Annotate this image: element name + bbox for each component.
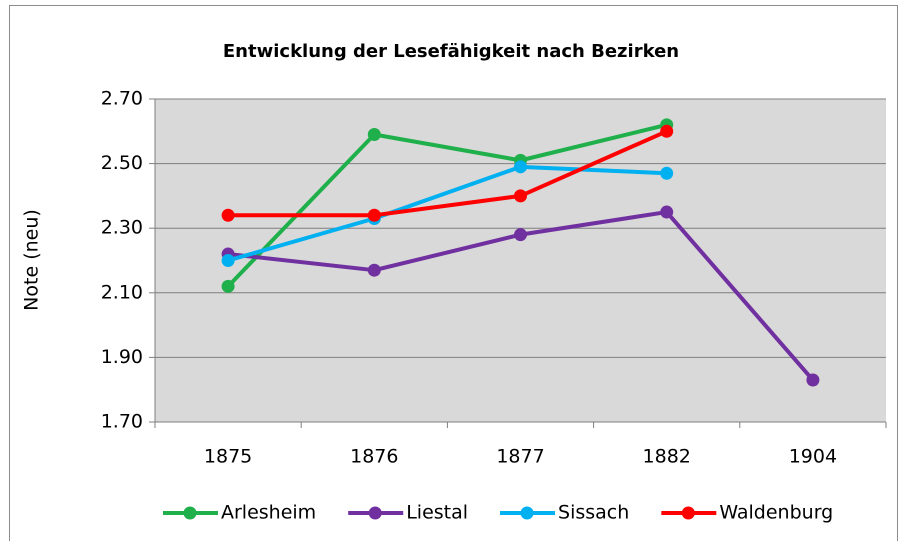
legend-marker [520, 506, 534, 520]
y-tick-label: 1.90 [101, 346, 143, 368]
legend-label: Liestal [406, 502, 468, 524]
data-point [514, 228, 527, 242]
data-point [367, 208, 381, 222]
legend-label: Arlesheim [221, 502, 316, 524]
data-point [806, 373, 820, 387]
legend-label: Waldenburg [719, 502, 833, 524]
legend-marker [368, 506, 382, 520]
y-tick-label: 2.30 [101, 217, 143, 239]
y-tick-label: 2.70 [101, 88, 143, 110]
y-tick-label: 2.50 [101, 152, 143, 174]
x-tick-label: 1882 [643, 446, 691, 468]
x-tick-label: 1904 [789, 446, 837, 468]
data-point [660, 124, 674, 138]
data-point [514, 189, 527, 203]
data-point [221, 254, 235, 267]
x-tick-label: 1877 [496, 446, 544, 468]
data-point [514, 160, 527, 174]
y-tick-label: 1.70 [101, 411, 143, 433]
data-point [660, 166, 674, 180]
series-line [228, 129, 668, 218]
data-point [221, 208, 235, 222]
x-tick-label: 1876 [350, 446, 398, 468]
data-point [660, 205, 674, 219]
y-tick-label: 2.10 [101, 281, 143, 303]
legend-marker [183, 506, 197, 520]
series-line [227, 164, 667, 263]
plot-area [155, 99, 886, 422]
y-axis-label: Note (neu) [21, 209, 43, 311]
chart-title: Entwicklung der Lesefähigkeit nach Bezir… [223, 41, 679, 62]
x-tick-label: 1875 [204, 446, 252, 468]
data-point [367, 263, 381, 277]
data-point [367, 128, 381, 142]
legend-label: Sissach [558, 502, 629, 524]
series-line [226, 122, 668, 288]
legend-marker [681, 506, 695, 520]
data-point [221, 279, 235, 293]
